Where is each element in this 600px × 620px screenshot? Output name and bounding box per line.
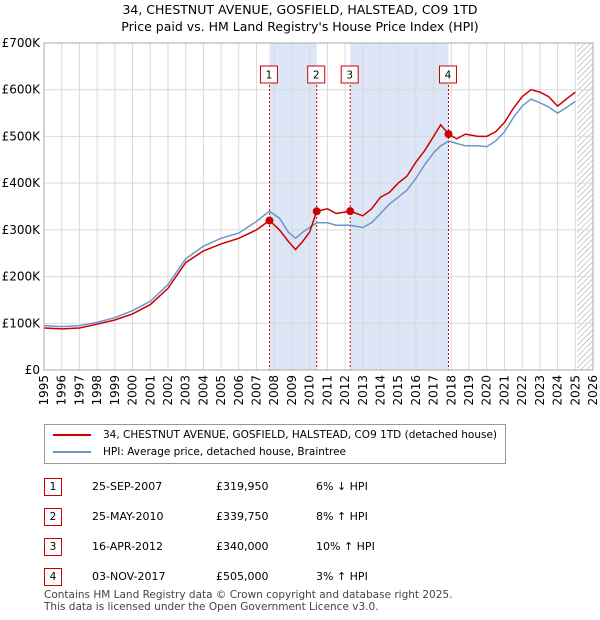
- sale-label-box: [438, 65, 457, 84]
- sale-badge: 3: [44, 538, 62, 556]
- x-tick-label: 2001: [143, 375, 157, 406]
- x-tick-label: 1995: [37, 375, 51, 406]
- sale-label-box: [259, 65, 278, 84]
- sale-date: 16-APR-2012: [92, 540, 164, 553]
- footer-copyright: Contains HM Land Registry data © Crown c…: [44, 589, 453, 601]
- x-tick-label: 2020: [480, 375, 494, 406]
- x-tick-label: 2014: [373, 375, 387, 406]
- sale-label-box: [307, 65, 326, 84]
- footer-licence: This data is licensed under the Open Gov…: [44, 601, 379, 613]
- x-tick-label: 2025: [568, 375, 582, 406]
- sale-hpi-diff: 6% ↓ HPI: [316, 480, 368, 493]
- y-tick-label: £0: [25, 363, 40, 377]
- x-tick-label: 2007: [250, 375, 264, 406]
- x-tick-label: 2024: [551, 375, 565, 406]
- x-tick-label: 2012: [338, 375, 352, 406]
- y-tick-label: £600K: [2, 83, 42, 97]
- chart-subtitle: Price paid vs. HM Land Registry's House …: [121, 19, 479, 34]
- y-tick-label: £300K: [2, 223, 42, 237]
- x-tick-label: 2011: [320, 375, 334, 406]
- legend-label-property: 34, CHESTNUT AVENUE, GOSFIELD, HALSTEAD,…: [103, 429, 498, 441]
- series-line-property: [43, 88, 576, 330]
- sale-hpi-diff: 3% ↑ HPI: [316, 570, 368, 583]
- table-row: 4 03-NOV-2017 £505,000 3% ↑ HPI: [44, 568, 484, 588]
- sale-point: [265, 216, 274, 225]
- x-tick-label: 2018: [444, 375, 458, 406]
- x-tick-label: 2004: [196, 375, 210, 406]
- x-tick-label: 2013: [356, 375, 370, 406]
- y-tick-label: £500K: [2, 129, 42, 143]
- sale-point: [312, 207, 321, 216]
- sale-label: 4: [445, 70, 452, 82]
- footer: Contains HM Land Registry data © Crown c…: [44, 589, 452, 613]
- sale-label-box: [340, 65, 359, 84]
- sale-hpi-diff: 8% ↑ HPI: [316, 510, 368, 523]
- x-tick-label: 2006: [232, 375, 246, 406]
- sale-hpi-diff: 10% ↑ HPI: [316, 540, 375, 553]
- x-tick-label: 2021: [497, 375, 511, 406]
- x-tick-label: 1999: [108, 375, 122, 406]
- sale-date: 03-NOV-2017: [92, 570, 166, 583]
- x-tick-label: 1997: [72, 375, 86, 406]
- sale-price: £505,000: [216, 570, 269, 583]
- x-tick-label: 2019: [462, 375, 476, 406]
- x-tick-label: 2000: [126, 375, 140, 406]
- x-tick-label: 2022: [515, 375, 529, 406]
- legend-item-property: 34, CHESTNUT AVENUE, GOSFIELD, HALSTEAD,…: [53, 429, 497, 441]
- shaded-period: [269, 43, 317, 370]
- legend-item-hpi: HPI: Average price, detached house, Brai…: [53, 446, 346, 458]
- sale-badge: 2: [44, 508, 62, 526]
- sale-point: [444, 130, 453, 139]
- y-tick-label: £200K: [2, 270, 42, 284]
- sale-date: 25-MAY-2010: [92, 510, 164, 523]
- x-tick-label: 2026: [586, 375, 600, 406]
- x-tick-label: 2010: [303, 375, 317, 406]
- x-tick-label: 2008: [267, 375, 281, 406]
- sale-label: 1: [266, 70, 273, 82]
- sale-point: [346, 207, 355, 216]
- chart-title: 34, CHESTNUT AVENUE, GOSFIELD, HALSTEAD,…: [122, 2, 478, 17]
- legend-swatch-blue: [53, 451, 91, 453]
- legend: 34, CHESTNUT AVENUE, GOSFIELD, HALSTEAD,…: [44, 424, 506, 464]
- price-chart: 1 2 3 4 £0 £100K £200K £300K £400K £500K £600K £70…: [2, 36, 600, 406]
- y-tick-label: £400K: [2, 176, 42, 190]
- legend-label-hpi: HPI: Average price, detached house, Brai…: [103, 446, 347, 458]
- table-row: 2 25-MAY-2010 £339,750 8% ↑ HPI: [44, 508, 484, 528]
- x-tick-label: 2017: [427, 375, 441, 406]
- table-row: 3 16-APR-2012 £340,000 10% ↑ HPI: [44, 538, 484, 558]
- sale-price: £339,750: [216, 510, 269, 523]
- sale-label: 2: [313, 70, 320, 82]
- x-tick-label: 2015: [391, 375, 405, 406]
- sale-price: £319,950: [216, 480, 269, 493]
- x-tick-label: 1998: [90, 375, 104, 406]
- x-tick-label: 2023: [533, 375, 547, 406]
- x-tick-label: 2016: [409, 375, 423, 406]
- series-line-hpi: [43, 98, 576, 328]
- plot-frame: [43, 42, 594, 371]
- y-tick-label: £100K: [2, 316, 42, 330]
- table-row: 1 25-SEP-2007 £319,950 6% ↓ HPI: [44, 478, 484, 498]
- y-tick-label: £700K: [2, 36, 42, 50]
- sale-date: 25-SEP-2007: [92, 480, 163, 493]
- shaded-period: [350, 43, 449, 370]
- sale-price: £340,000: [216, 540, 269, 553]
- x-tick-label: 1996: [55, 375, 69, 406]
- x-tick-label: 2003: [179, 375, 193, 406]
- forecast-hatch: [577, 43, 593, 370]
- sale-label: 3: [346, 70, 353, 82]
- x-tick-label: 2009: [285, 375, 299, 406]
- sale-badge: 4: [44, 568, 62, 586]
- x-tick-label: 2002: [161, 375, 175, 406]
- sale-badge: 1: [44, 478, 62, 496]
- x-tick-label: 2005: [214, 375, 228, 406]
- legend-swatch-red: [53, 434, 91, 436]
